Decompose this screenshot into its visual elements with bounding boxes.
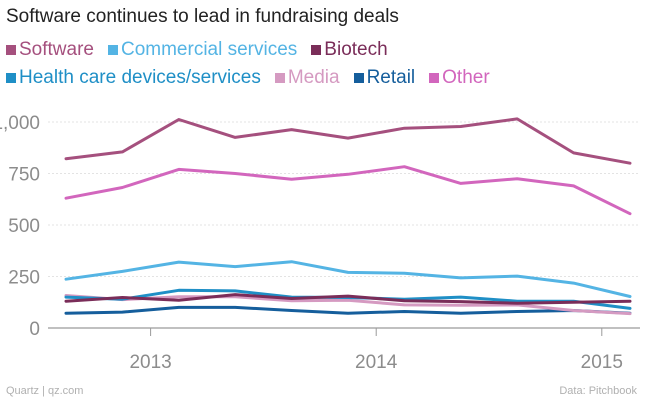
- legend-label: Media: [287, 67, 340, 88]
- legend-item-health-care-devices-services: Health care devices/services: [6, 65, 261, 90]
- legend-label: Other: [442, 67, 490, 88]
- legend-label: Biotech: [324, 39, 388, 60]
- series-line-software: [64, 117, 632, 165]
- legend-swatch: [6, 44, 16, 55]
- series-line-media: [64, 294, 632, 316]
- legend-label: Retail: [366, 67, 416, 88]
- series-line-commercial-services: [64, 260, 632, 298]
- legend-item-commercial-services: Commercial services: [107, 37, 298, 62]
- y-tick-label: 250: [8, 268, 40, 289]
- legend-swatch: [274, 72, 285, 83]
- x-tick-label: 2014: [355, 352, 398, 373]
- legend-label: Health care devices/services: [19, 67, 261, 88]
- legend: Software Commercial services Biotech Health…: [6, 37, 636, 90]
- legend-item-retail: Retail: [353, 65, 416, 90]
- legend-item-other: Other: [429, 65, 490, 90]
- legend-swatch: [353, 72, 364, 83]
- legend-item-media: Media: [274, 65, 340, 90]
- legend-item-biotech: Biotech: [311, 37, 388, 62]
- legend-swatch: [311, 44, 322, 55]
- series-line-retail: [64, 305, 632, 315]
- y-tick-label: 0: [29, 319, 40, 340]
- legend-item-software: Software: [6, 37, 94, 62]
- legend-label: Commercial services: [120, 39, 298, 60]
- series-line-biotech: [64, 293, 632, 305]
- x-tick-label: 2015: [581, 352, 623, 373]
- legend-swatch: [6, 72, 16, 83]
- y-axis-ticks: 0 250 500 750 1,000: [0, 113, 40, 340]
- y-tick-label: 1,000: [0, 113, 40, 134]
- y-tick-label: 500: [8, 216, 40, 237]
- source-credit: Quartz | qz.com: [6, 385, 84, 397]
- series-line-other: [64, 165, 632, 216]
- legend-swatch: [107, 44, 118, 55]
- chart-title: Software continues to lead in fundraisin…: [6, 6, 399, 27]
- legend-swatch: [429, 72, 440, 83]
- x-tick-label: 2013: [129, 352, 171, 373]
- x-axis-ticks: 2013 2014 2015: [129, 328, 623, 373]
- y-tick-label: 750: [8, 165, 40, 186]
- data-source: Data: Pitchbook: [559, 385, 637, 397]
- series-lines: [64, 117, 632, 316]
- legend-label: Software: [19, 39, 94, 60]
